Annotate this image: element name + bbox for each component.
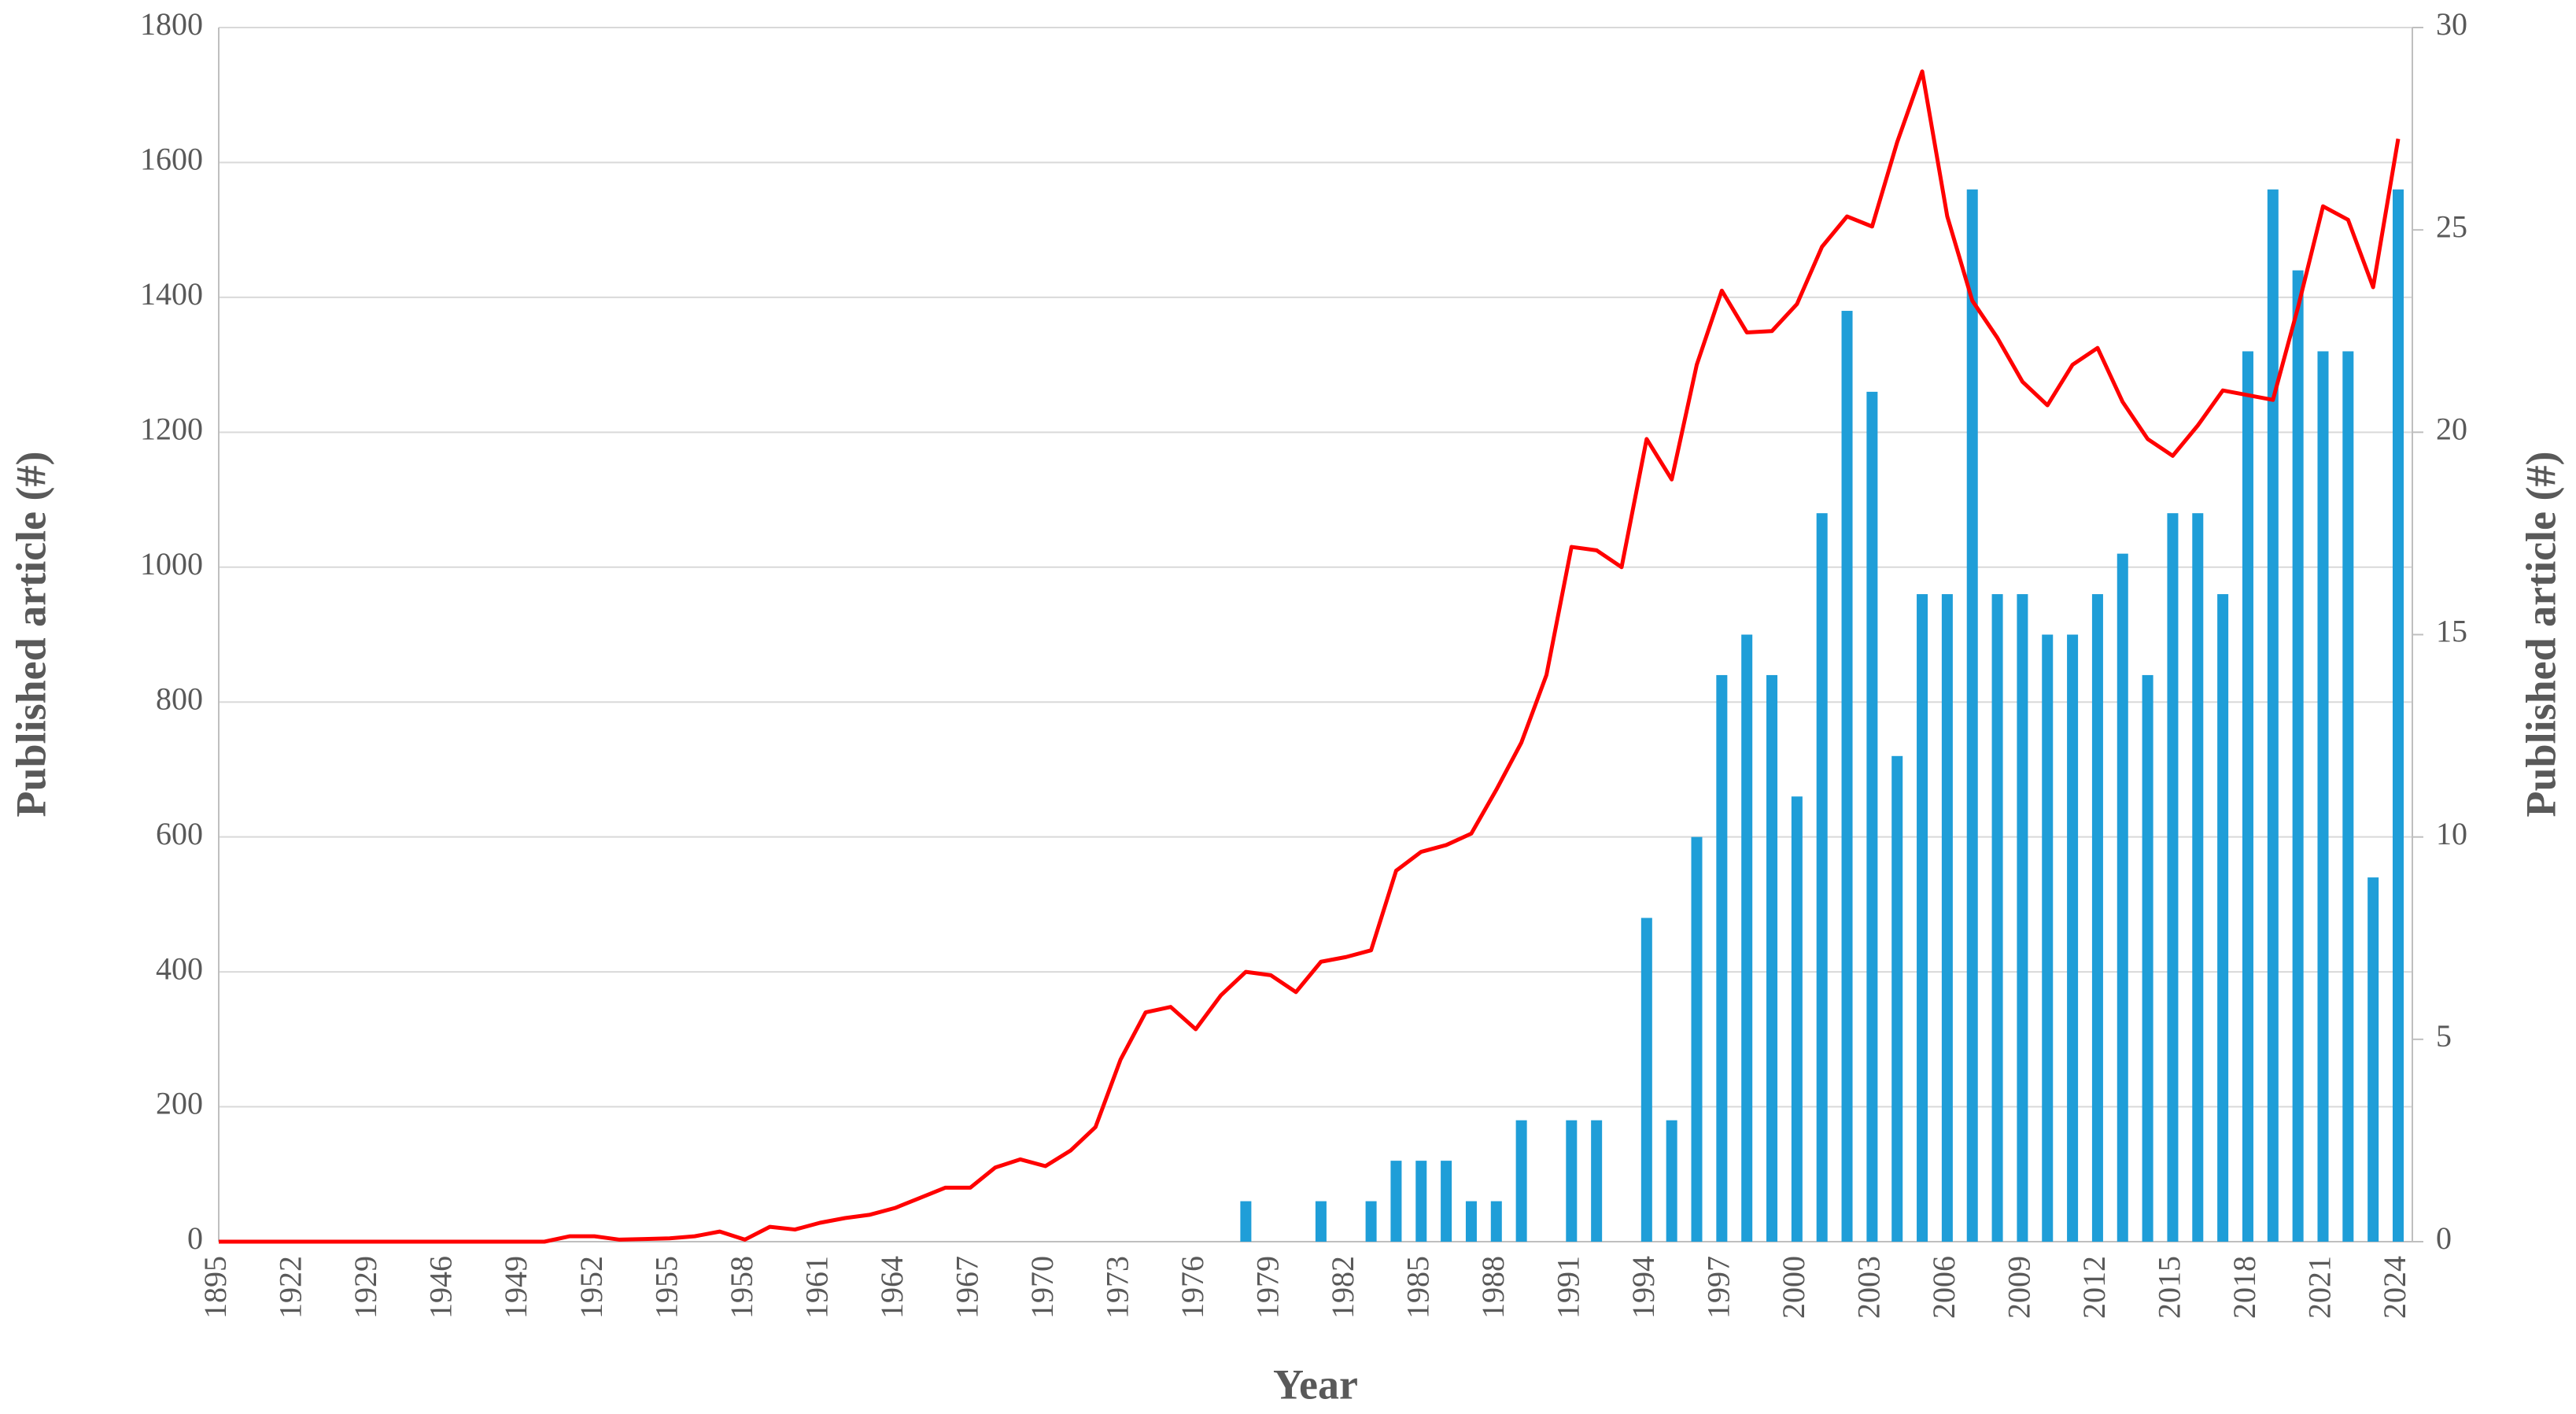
- bar: [1917, 594, 1928, 1242]
- y-tick-label: 800: [156, 681, 203, 716]
- bar: [2167, 513, 2179, 1242]
- line: [219, 69, 2401, 1244]
- x-tick-label: 2024: [2377, 1256, 2412, 1319]
- x-tick-label: 1952: [574, 1256, 609, 1319]
- x-tick-label: 2009: [2002, 1256, 2037, 1319]
- y2-axis-title: Published article (#): [2517, 452, 2564, 818]
- bar: [1691, 836, 1703, 1242]
- x-tick-label: 1955: [648, 1256, 684, 1319]
- x-tick-label: 1985: [1400, 1256, 1435, 1319]
- y-tick-label: 600: [156, 816, 203, 851]
- bar: [1741, 634, 1753, 1242]
- bar: [2117, 553, 2128, 1242]
- x-tick-label: 1979: [1249, 1256, 1285, 1319]
- y-tick-label: 200: [156, 1086, 203, 1121]
- y-tick-label: 1000: [140, 546, 203, 581]
- bar: [2342, 351, 2354, 1242]
- bar: [2392, 189, 2404, 1242]
- x-tick-label: 1922: [273, 1256, 308, 1319]
- y2-tick-label: 15: [2436, 614, 2467, 649]
- x-tick-label: 1961: [799, 1256, 834, 1319]
- bar: [2142, 674, 2153, 1242]
- x-tick-label: 1973: [1099, 1256, 1135, 1319]
- bar: [2317, 351, 2329, 1242]
- x-tick-label: 1991: [1550, 1256, 1585, 1319]
- y2-tick-label: 0: [2436, 1220, 2452, 1256]
- y-tick-label: 1800: [140, 6, 203, 42]
- bar: [1716, 674, 1728, 1242]
- y2-tick-label: 20: [2436, 412, 2467, 447]
- bar: [1766, 674, 1778, 1242]
- y2-tick-label: 5: [2436, 1018, 2452, 1054]
- y2-tick-label: 30: [2436, 6, 2467, 42]
- x-tick-label: 1895: [197, 1256, 233, 1319]
- bar: [1315, 1201, 1327, 1242]
- bar: [1515, 1120, 1527, 1242]
- bar: [2267, 189, 2279, 1242]
- x-tick-label: 2003: [1851, 1256, 1887, 1319]
- bar: [2042, 634, 2054, 1242]
- x-tick-label: 2018: [2227, 1256, 2262, 1319]
- x-tick-label: 1958: [724, 1256, 759, 1319]
- x-tick-label: 1946: [423, 1256, 459, 1319]
- bar: [2192, 513, 2204, 1242]
- y-tick-label: 400: [156, 951, 203, 986]
- bar: [1966, 189, 1978, 1242]
- x-tick-label: 2006: [1926, 1256, 1962, 1319]
- x-tick-label: 1929: [348, 1256, 383, 1319]
- x-axis-title: Year: [1273, 1360, 1358, 1408]
- x-tick-label: 1949: [498, 1256, 533, 1319]
- bar: [2017, 594, 2028, 1242]
- x-tick-label: 2021: [2302, 1256, 2338, 1319]
- x-tick-label: 1976: [1175, 1256, 1210, 1319]
- bar: [1591, 1120, 1603, 1242]
- bar: [1891, 755, 1903, 1242]
- bar: [1240, 1201, 1252, 1242]
- bar: [1791, 796, 1803, 1242]
- x-tick-label: 1982: [1325, 1256, 1360, 1319]
- x-tick-label: 2015: [2152, 1256, 2187, 1319]
- x-tick-label: 1970: [1024, 1256, 1060, 1319]
- bar: [2242, 351, 2253, 1242]
- y-tick-label: 1400: [140, 276, 203, 312]
- bar: [1816, 513, 1828, 1242]
- bar: [1866, 391, 1878, 1242]
- bar: [1941, 594, 1953, 1242]
- bar: [1415, 1161, 1427, 1242]
- x-tick-label: 1964: [874, 1256, 910, 1319]
- y2-tick-label: 10: [2436, 816, 2467, 851]
- x-tick-label: 2000: [1776, 1256, 1811, 1319]
- bar: [1566, 1120, 1578, 1242]
- bar: [2292, 270, 2304, 1242]
- x-tick-label: 2012: [2076, 1256, 2112, 1319]
- bar: [2067, 634, 2079, 1242]
- bar: [1640, 917, 1652, 1242]
- bar: [1666, 1120, 1677, 1242]
- y-axis-title: Published article (#): [7, 452, 54, 818]
- bar: [1441, 1161, 1452, 1242]
- bar: [2091, 594, 2103, 1242]
- bar: [1490, 1201, 1502, 1242]
- x-tick-label: 1994: [1626, 1256, 1661, 1319]
- bar: [1465, 1201, 1477, 1242]
- x-tick-label: 1997: [1701, 1256, 1736, 1319]
- x-tick-label: 1967: [949, 1256, 984, 1319]
- y2-tick-label: 25: [2436, 209, 2467, 244]
- bar: [1991, 594, 2003, 1242]
- bar: [2217, 594, 2229, 1242]
- bar: [1390, 1161, 1402, 1242]
- bar: [1365, 1201, 1377, 1242]
- y-tick-label: 1600: [140, 142, 203, 177]
- y-tick-label: 1200: [140, 412, 203, 447]
- x-tick-label: 1988: [1475, 1256, 1511, 1319]
- bar: [2367, 877, 2379, 1242]
- y-tick-label: 0: [187, 1220, 203, 1256]
- bar: [1841, 311, 1853, 1242]
